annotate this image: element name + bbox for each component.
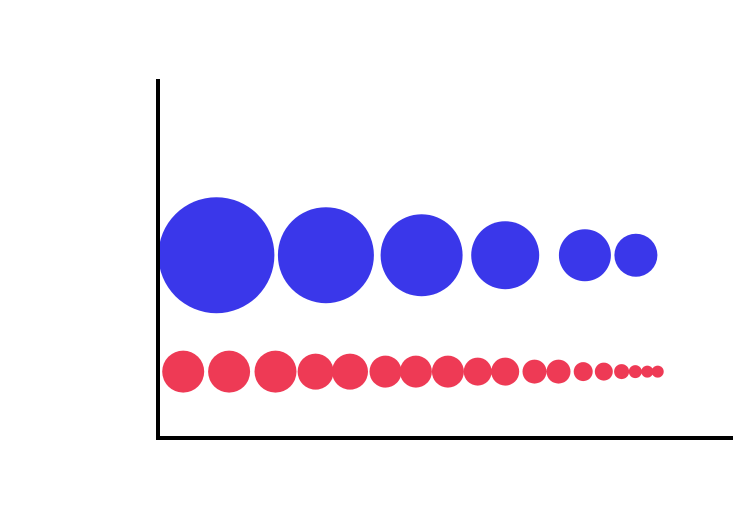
bubble-series-2-point-3	[254, 350, 297, 393]
bubble-series-2-point-1	[162, 350, 205, 393]
bubble-series-2-point-9	[463, 357, 492, 386]
bubble-series-2-point-14	[594, 362, 613, 381]
bubble-series-2-point-17	[641, 365, 654, 378]
bubble-series-1-point-6	[614, 233, 658, 277]
bubble-series-2-point-2	[208, 350, 251, 393]
bubble-series-1-point-4	[471, 221, 540, 290]
bubble-series-1-point-2	[277, 207, 374, 304]
bubble-series-1-point-1	[158, 197, 275, 314]
bubble-series-2-point-12	[546, 359, 571, 384]
bubble-series-1-point-5	[558, 229, 611, 282]
bubble-series-2-point-7	[399, 355, 432, 388]
bubble-series-2-point-13	[573, 362, 593, 382]
bubble-series-2-point-5	[332, 353, 368, 390]
bubble-series-1-point-3	[380, 214, 463, 297]
bubble-series-2-point-15	[614, 364, 630, 380]
bubble-series-2-point-8	[431, 355, 464, 388]
bubble-series-2-point-18	[651, 365, 664, 378]
bubble-series-2-point-16	[628, 365, 642, 379]
bubble-series-2-point-6	[369, 355, 402, 388]
bubble-series-2-point-4	[297, 353, 334, 390]
chart-marks	[158, 197, 664, 393]
bubble-series-2-point-10	[491, 357, 520, 386]
bubble-series-2-point-11	[522, 359, 547, 384]
